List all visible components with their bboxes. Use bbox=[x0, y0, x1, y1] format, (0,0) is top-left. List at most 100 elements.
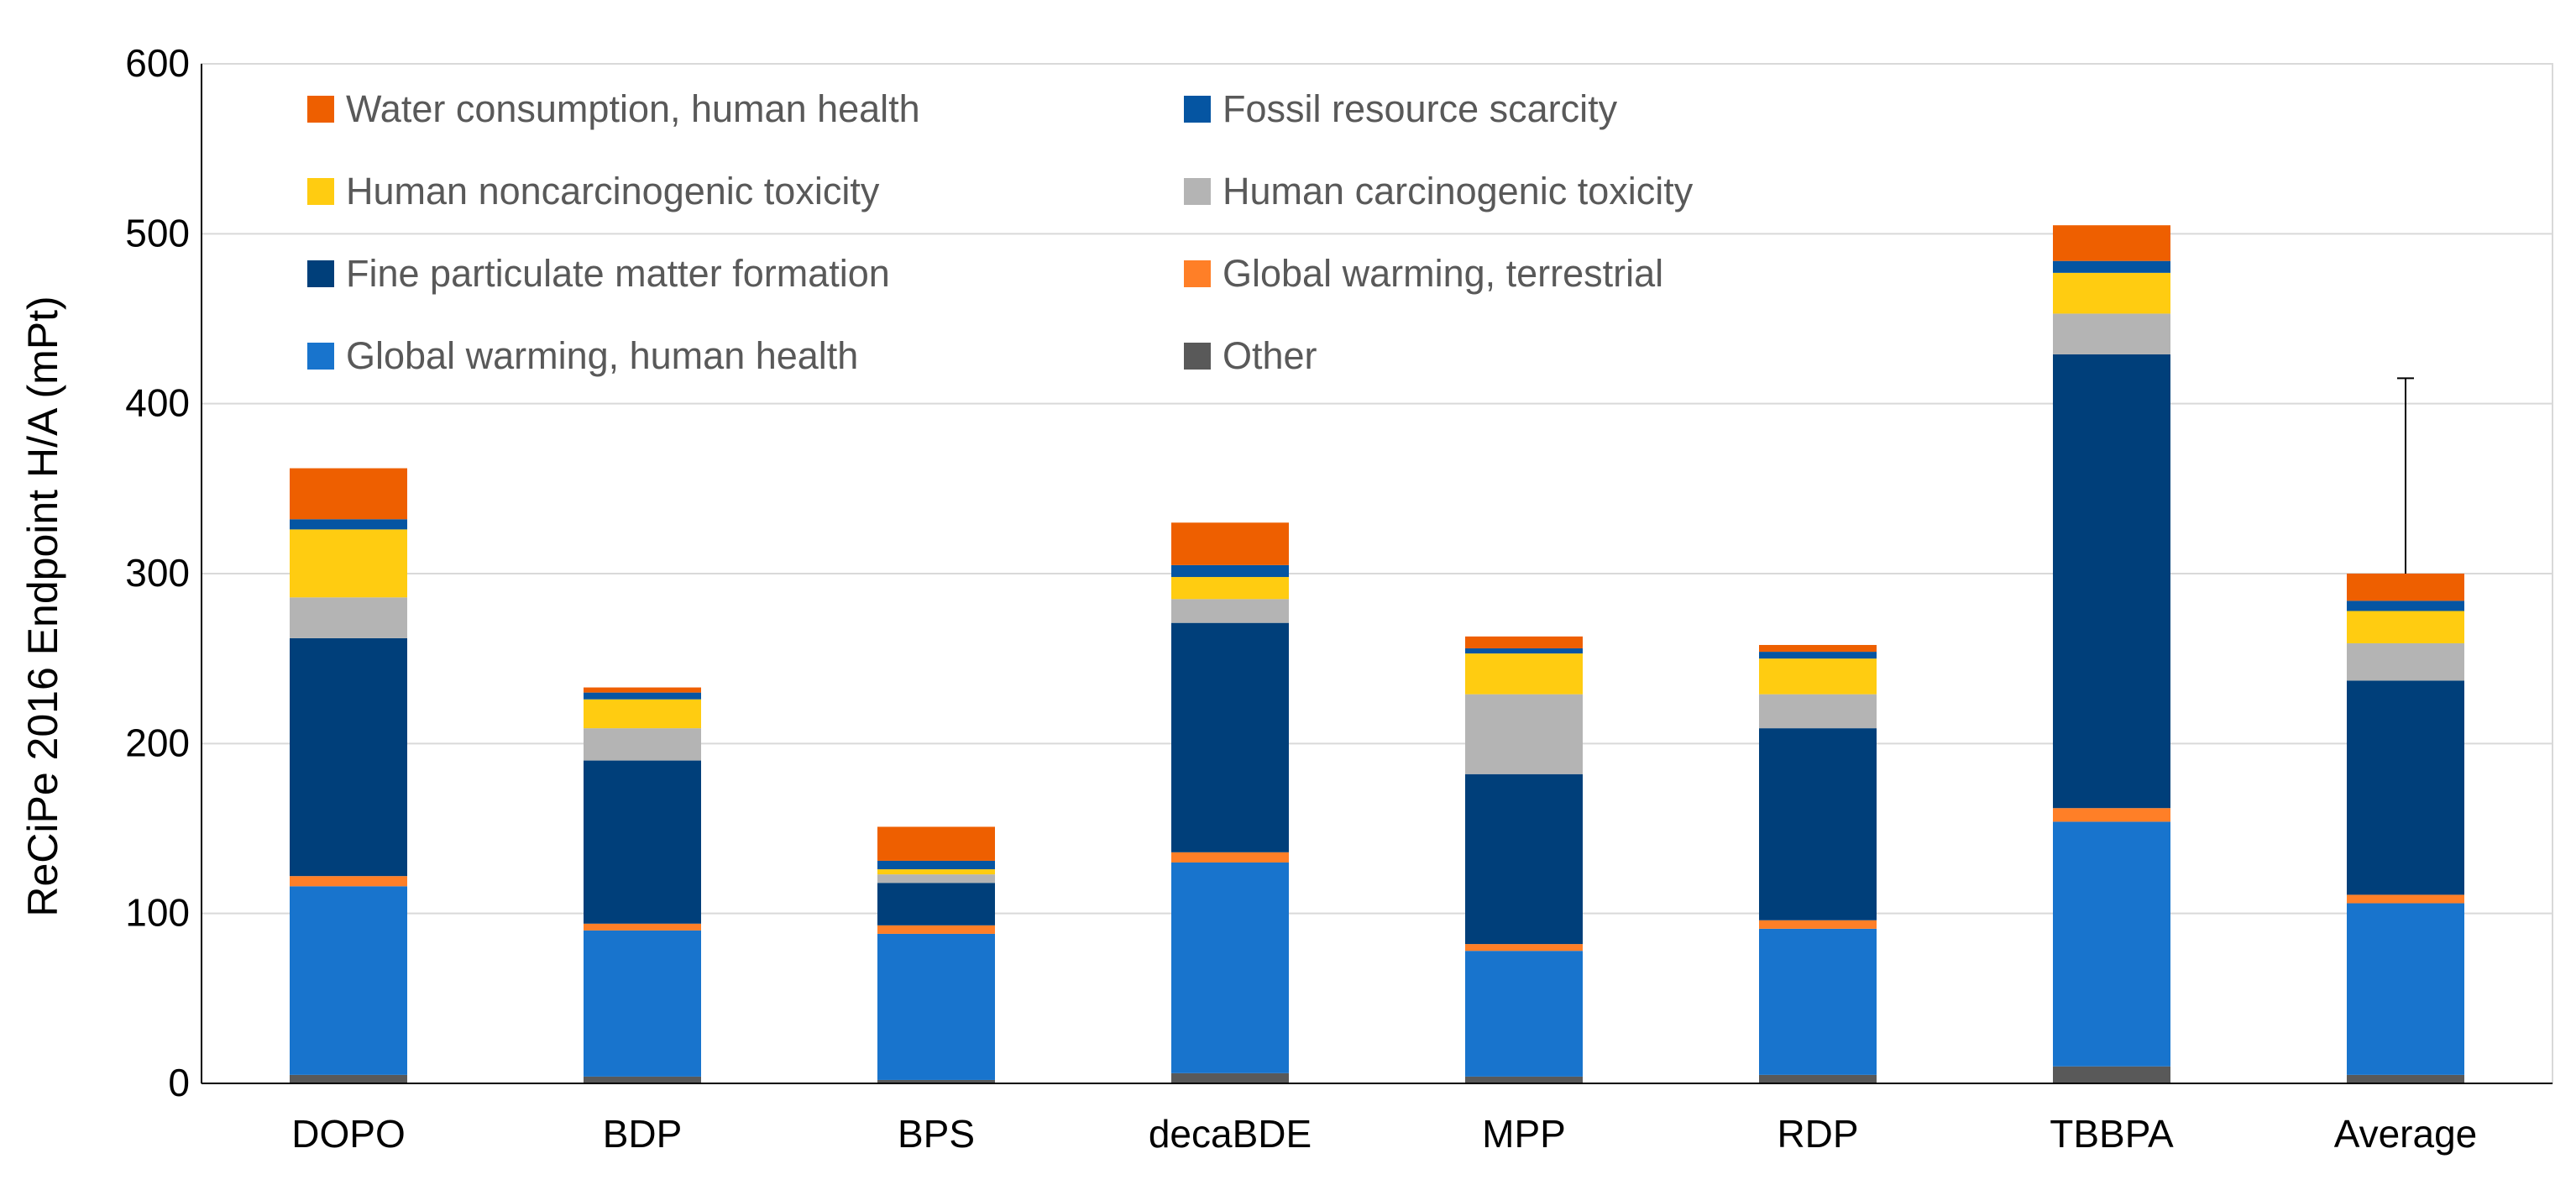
legend-label: Other bbox=[1223, 334, 1317, 377]
bar-rdp-fine-particulate-matter-formation bbox=[1759, 728, 1877, 920]
bar-decabde-global-warming-human-health bbox=[1171, 862, 1289, 1073]
x-tick-label: BPS bbox=[898, 1112, 975, 1156]
y-tick-label: 100 bbox=[125, 891, 190, 935]
legend-entry-global-warming-human-health: Global warming, human health bbox=[307, 334, 858, 377]
bar-bdp-other bbox=[584, 1076, 701, 1083]
legend-swatch bbox=[1184, 96, 1211, 123]
bar-rdp-human-carcinogenic-toxicity bbox=[1759, 694, 1877, 729]
bar-average-global-warming-human-health bbox=[2347, 903, 2464, 1075]
bar-tbbpa-fine-particulate-matter-formation bbox=[2053, 354, 2170, 809]
bar-dopo-other bbox=[290, 1074, 407, 1083]
bar-tbbpa-global-warming-human-health bbox=[2053, 821, 2170, 1067]
x-tick-label: decaBDE bbox=[1149, 1112, 1312, 1156]
bar-tbbpa-water-consumption-human-health bbox=[2053, 225, 2170, 261]
bar-mpp-global-warming-terrestrial bbox=[1465, 944, 1583, 952]
bar-rdp-other bbox=[1759, 1074, 1877, 1083]
bar-bps-global-warming-human-health bbox=[877, 933, 995, 1080]
legend-label: Global warming, terrestrial bbox=[1223, 252, 1663, 295]
legend-entry-global-warming-terrestrial: Global warming, terrestrial bbox=[1184, 252, 1663, 295]
bar-rdp-fossil-resource-scarcity bbox=[1759, 652, 1877, 659]
y-tick-label: 400 bbox=[125, 381, 190, 425]
legend-entry-human-noncarcinogenic-toxicity: Human noncarcinogenic toxicity bbox=[307, 170, 880, 212]
y-tick-label: 200 bbox=[125, 721, 190, 764]
bar-bdp-global-warming-terrestrial bbox=[584, 923, 701, 931]
bar-bps-water-consumption-human-health bbox=[877, 826, 995, 861]
bar-stack-mpp bbox=[1465, 636, 1583, 1083]
bar-decabde-human-carcinogenic-toxicity bbox=[1171, 599, 1289, 623]
bar-average-human-carcinogenic-toxicity bbox=[2347, 642, 2464, 681]
x-tick-label: BDP bbox=[603, 1112, 683, 1156]
legend-swatch bbox=[307, 96, 334, 123]
bar-mpp-fine-particulate-matter-formation bbox=[1465, 773, 1583, 945]
legend-label: Fine particulate matter formation bbox=[346, 252, 890, 295]
legend-swatch bbox=[1184, 260, 1211, 287]
bar-average-fossil-resource-scarcity bbox=[2347, 600, 2464, 611]
bar-rdp-global-warming-human-health bbox=[1759, 928, 1877, 1075]
bar-tbbpa-other bbox=[2053, 1066, 2170, 1083]
bar-average-human-noncarcinogenic-toxicity bbox=[2347, 611, 2464, 643]
bar-decabde-fossil-resource-scarcity bbox=[1171, 564, 1289, 578]
legend-entry-fossil-resource-scarcity: Fossil resource scarcity bbox=[1184, 87, 1618, 130]
y-tick-label: 600 bbox=[125, 41, 190, 85]
x-tick-label: RDP bbox=[1777, 1112, 1858, 1156]
bar-stack-bdp bbox=[584, 687, 701, 1083]
bar-rdp-water-consumption-human-health bbox=[1759, 644, 1877, 653]
bar-stack-tbbpa bbox=[2053, 225, 2170, 1083]
bar-dopo-fine-particulate-matter-formation bbox=[290, 637, 407, 877]
bar-average-global-warming-terrestrial bbox=[2347, 894, 2464, 904]
legend-label: Human carcinogenic toxicity bbox=[1223, 170, 1694, 212]
bar-bdp-human-noncarcinogenic-toxicity bbox=[584, 699, 701, 729]
legend-label: Water consumption, human health bbox=[346, 87, 920, 130]
bar-bps-fine-particulate-matter-formation bbox=[877, 883, 995, 925]
bar-decabde-global-warming-terrestrial bbox=[1171, 852, 1289, 863]
legend-entry-human-carcinogenic-toxicity: Human carcinogenic toxicity bbox=[1184, 170, 1694, 212]
bar-decabde-water-consumption-human-health bbox=[1171, 522, 1289, 565]
x-tick-label: Average bbox=[2334, 1112, 2478, 1156]
bar-bdp-fine-particulate-matter-formation bbox=[584, 760, 701, 924]
bar-bps-fossil-resource-scarcity bbox=[877, 860, 995, 870]
bar-stack-dopo bbox=[290, 468, 407, 1083]
y-axis-title: ReCiPe 2016 Endpoint H/A (mPt) bbox=[19, 296, 66, 916]
bar-mpp-water-consumption-human-health bbox=[1465, 636, 1583, 649]
bar-bdp-fossil-resource-scarcity bbox=[584, 692, 701, 700]
legend: Water consumption, human health Fossil re… bbox=[307, 87, 1694, 377]
bar-stack-rdp bbox=[1759, 644, 1877, 1083]
legend-swatch bbox=[307, 343, 334, 370]
bar-tbbpa-fossil-resource-scarcity bbox=[2053, 260, 2170, 273]
bar-dopo-human-carcinogenic-toxicity bbox=[290, 597, 407, 638]
bar-bdp-human-carcinogenic-toxicity bbox=[584, 728, 701, 761]
bar-dopo-water-consumption-human-health bbox=[290, 468, 407, 520]
bar-dopo-global-warming-terrestrial bbox=[290, 876, 407, 887]
bar-mpp-human-carcinogenic-toxicity bbox=[1465, 694, 1583, 774]
axes: 0 100 200 300 400 500 600 DOPO BDP BPS decaBDE MPP R… bbox=[125, 41, 2553, 1156]
legend-entry-other: Other bbox=[1184, 334, 1317, 377]
bar-bps-global-warming-terrestrial bbox=[877, 925, 995, 934]
bar-bps-human-carcinogenic-toxicity bbox=[877, 874, 995, 884]
bar-rdp-global-warming-terrestrial bbox=[1759, 920, 1877, 929]
bar-bps-human-noncarcinogenic-toxicity bbox=[877, 869, 995, 875]
x-tick-label: DOPO bbox=[291, 1112, 405, 1156]
legend-swatch bbox=[307, 178, 334, 205]
bar-tbbpa-human-noncarcinogenic-toxicity bbox=[2053, 272, 2170, 314]
bar-tbbpa-human-carcinogenic-toxicity bbox=[2053, 313, 2170, 354]
bar-average-fine-particulate-matter-formation bbox=[2347, 680, 2464, 895]
legend-swatch bbox=[1184, 343, 1211, 370]
bar-decabde-human-noncarcinogenic-toxicity bbox=[1171, 577, 1289, 600]
y-tick-label: 0 bbox=[168, 1061, 190, 1104]
x-tick-label: TBBPA bbox=[2050, 1112, 2174, 1156]
legend-label: Global warming, human health bbox=[346, 334, 858, 377]
bar-decabde-fine-particulate-matter-formation bbox=[1171, 622, 1289, 852]
bar-average-other bbox=[2347, 1074, 2464, 1083]
bar-dopo-fossil-resource-scarcity bbox=[290, 519, 407, 530]
legend-entry-water-consumption-human-health: Water consumption, human health bbox=[307, 87, 920, 130]
bar-mpp-global-warming-human-health bbox=[1465, 951, 1583, 1077]
bar-tbbpa-global-warming-terrestrial bbox=[2053, 808, 2170, 822]
bar-stack-decabde bbox=[1171, 522, 1289, 1083]
bar-stack-average bbox=[2347, 574, 2464, 1083]
bar-dopo-global-warming-human-health bbox=[290, 886, 407, 1075]
bar-decabde-other bbox=[1171, 1072, 1289, 1083]
bar-mpp-fossil-resource-scarcity bbox=[1465, 648, 1583, 654]
legend-label: Human noncarcinogenic toxicity bbox=[346, 170, 880, 212]
bar-bdp-water-consumption-human-health bbox=[584, 687, 701, 693]
